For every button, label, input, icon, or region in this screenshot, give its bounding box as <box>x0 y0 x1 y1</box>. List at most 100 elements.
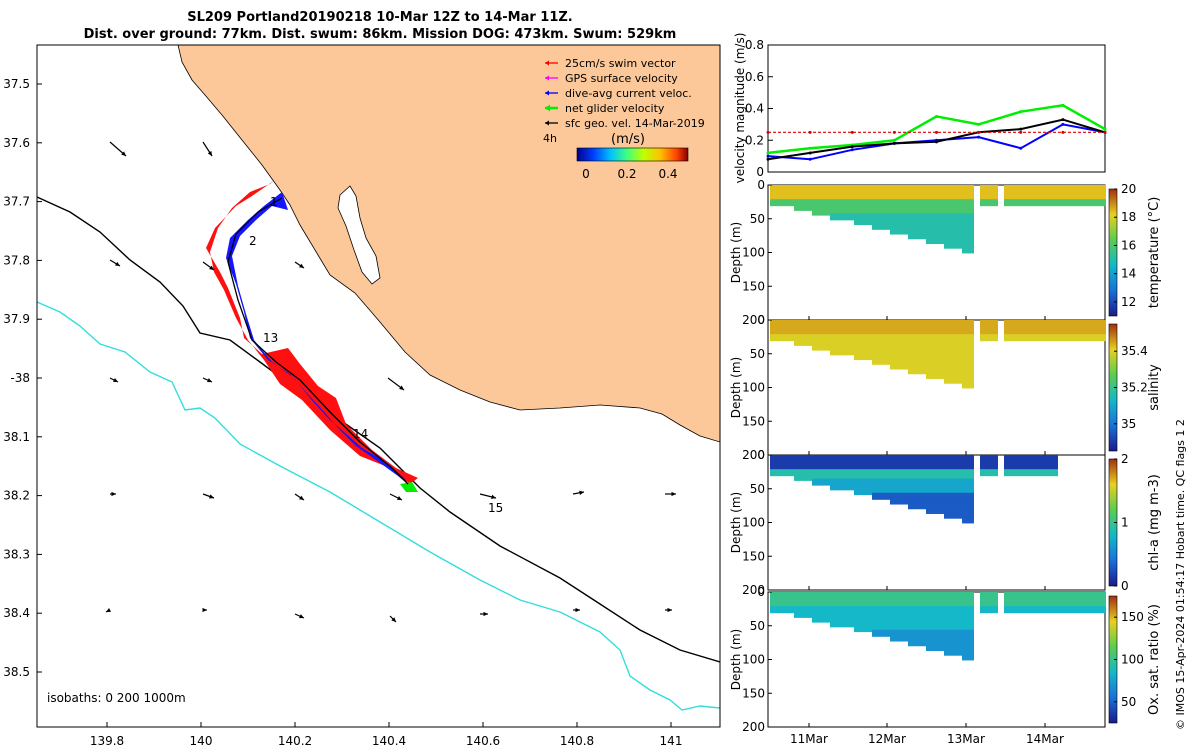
section-cell <box>932 634 938 642</box>
section-cell <box>1070 329 1076 337</box>
section-cell <box>950 329 956 337</box>
section-cell <box>902 194 908 202</box>
section-cell <box>872 478 878 486</box>
section-cell <box>962 653 968 661</box>
section-cell <box>914 338 920 346</box>
section-cell <box>926 610 932 618</box>
section-cell <box>980 194 986 202</box>
section-cell <box>908 634 914 642</box>
section-cell <box>848 320 854 327</box>
section-cell <box>896 497 902 505</box>
section-cell <box>1022 592 1028 599</box>
legend-item: 25cm/s swim vector <box>565 57 676 70</box>
section-cell <box>890 606 896 614</box>
section-cell <box>902 483 908 491</box>
section-cell <box>818 338 824 346</box>
section-cell <box>920 592 926 599</box>
section-cell <box>968 639 974 647</box>
section-cell <box>902 357 908 365</box>
section-cell <box>890 357 896 365</box>
section-cell <box>788 324 794 332</box>
velocity-point <box>1061 122 1065 126</box>
section-cell <box>1028 189 1034 197</box>
section-cell <box>950 241 956 249</box>
section-cell <box>968 376 974 384</box>
section-cell <box>830 334 836 342</box>
section-cell <box>968 502 974 510</box>
section-cell <box>884 488 890 496</box>
section-ytick-label: 150 <box>742 279 765 293</box>
section-cell <box>932 227 938 235</box>
geo-arrow-head <box>579 490 584 495</box>
section-cell <box>776 455 782 462</box>
section-cell <box>848 199 854 207</box>
section-cell <box>854 488 860 496</box>
section-cell <box>872 492 878 500</box>
section-cell <box>920 455 926 462</box>
section-cell <box>1010 459 1016 467</box>
section-cell <box>1016 194 1022 202</box>
map-xtick-label: 140.4 <box>372 734 406 748</box>
section-cell <box>878 606 884 614</box>
section-cell <box>902 601 908 609</box>
section-cell <box>956 488 962 496</box>
section-cell <box>962 227 968 235</box>
section-cell <box>890 455 896 462</box>
section-cell <box>962 208 968 216</box>
section-cell <box>1016 455 1022 462</box>
section-cell <box>938 483 944 491</box>
section-cell <box>860 329 866 337</box>
section-cell <box>884 610 890 618</box>
velocity-point <box>766 130 770 134</box>
section-cell <box>1070 334 1076 342</box>
section-cell <box>878 185 884 192</box>
section-cell <box>956 329 962 337</box>
section-cell <box>1064 189 1070 197</box>
section-cell <box>830 189 836 197</box>
section-cell <box>848 203 854 211</box>
section-cell <box>1040 324 1046 332</box>
section-cell <box>830 606 836 614</box>
section-cell <box>884 189 890 197</box>
section-cell <box>920 596 926 604</box>
section-cell <box>878 492 884 500</box>
section-ytick-label: 150 <box>742 686 765 700</box>
section-cell <box>872 459 878 467</box>
section-cell <box>842 324 848 332</box>
section-cell <box>1022 606 1028 614</box>
section-cell <box>878 601 884 609</box>
section-cell <box>944 629 950 637</box>
section-cell <box>920 625 926 633</box>
section-cell <box>866 592 872 599</box>
velocity-point <box>1019 127 1023 131</box>
date-tick-label: 13Mar <box>947 732 985 746</box>
section-cell <box>872 629 878 637</box>
section-cell <box>860 473 866 481</box>
section-cell <box>866 488 872 496</box>
section-cell <box>1046 320 1052 327</box>
section-cell <box>902 334 908 342</box>
section-cell <box>776 189 782 197</box>
section-cell <box>1004 185 1010 192</box>
section-cell <box>842 203 848 211</box>
section-cell <box>968 194 974 202</box>
section-cell <box>932 643 938 651</box>
section-cell <box>956 648 962 656</box>
section-cell <box>872 469 878 477</box>
section-cell <box>938 208 944 216</box>
section-cell <box>950 222 956 230</box>
section-cell <box>890 464 896 472</box>
section-cell <box>794 329 800 337</box>
section-cell <box>1028 185 1034 192</box>
section-cell <box>920 601 926 609</box>
section-cell <box>986 324 992 332</box>
section-cell <box>968 516 974 524</box>
section-cell <box>956 473 962 481</box>
section-cell <box>992 199 998 207</box>
section-cell <box>896 357 902 365</box>
section-cell <box>806 469 812 477</box>
section-cell <box>932 473 938 481</box>
section-cell <box>926 218 932 226</box>
section-cell <box>776 320 782 327</box>
